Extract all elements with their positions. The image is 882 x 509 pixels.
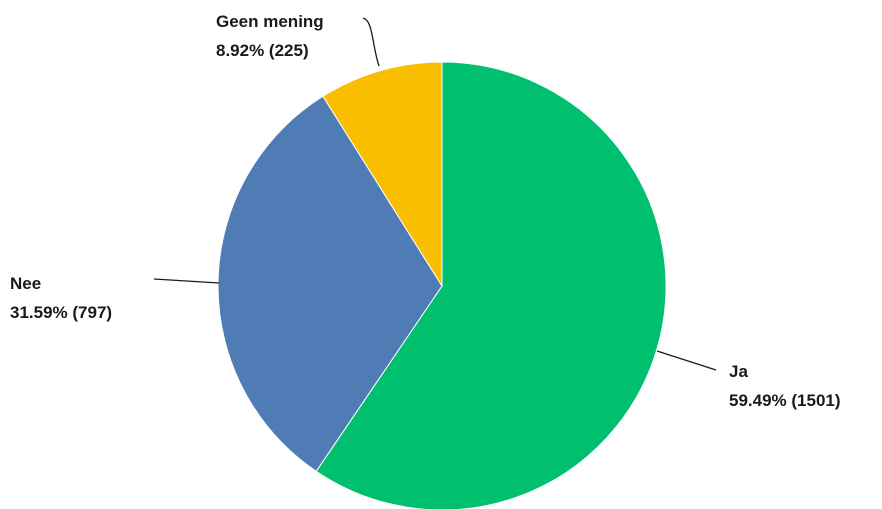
pie-slice-ja — [315, 61, 667, 509]
leader-line-geen-mening — [362, 17, 380, 67]
slice-label-value: 59.49% (1501) — [729, 391, 841, 410]
slice-label-ja: Ja 59.49% (1501) — [729, 362, 841, 410]
slice-label-name: Nee — [10, 274, 41, 293]
pie-slice-geen-mening — [322, 61, 443, 288]
leader-line-ja — [656, 350, 717, 371]
leader-line-nee — [153, 278, 220, 284]
slice-label-name: Ja — [729, 362, 748, 381]
slice-label-geen-mening: Geen mening 8.92% (225) — [216, 12, 324, 60]
pie-slices — [217, 61, 667, 509]
slice-labels: Ja 59.49% (1501) Nee 31.59% (797) Geen menin… — [10, 12, 841, 410]
leader-lines — [153, 17, 717, 371]
pie-slice-nee — [217, 95, 443, 473]
slice-label-value: 31.59% (797) — [10, 303, 112, 322]
slice-label-value: 8.92% (225) — [216, 41, 309, 60]
slice-label-nee: Nee 31.59% (797) — [10, 274, 112, 322]
slice-label-name: Geen mening — [216, 12, 324, 31]
